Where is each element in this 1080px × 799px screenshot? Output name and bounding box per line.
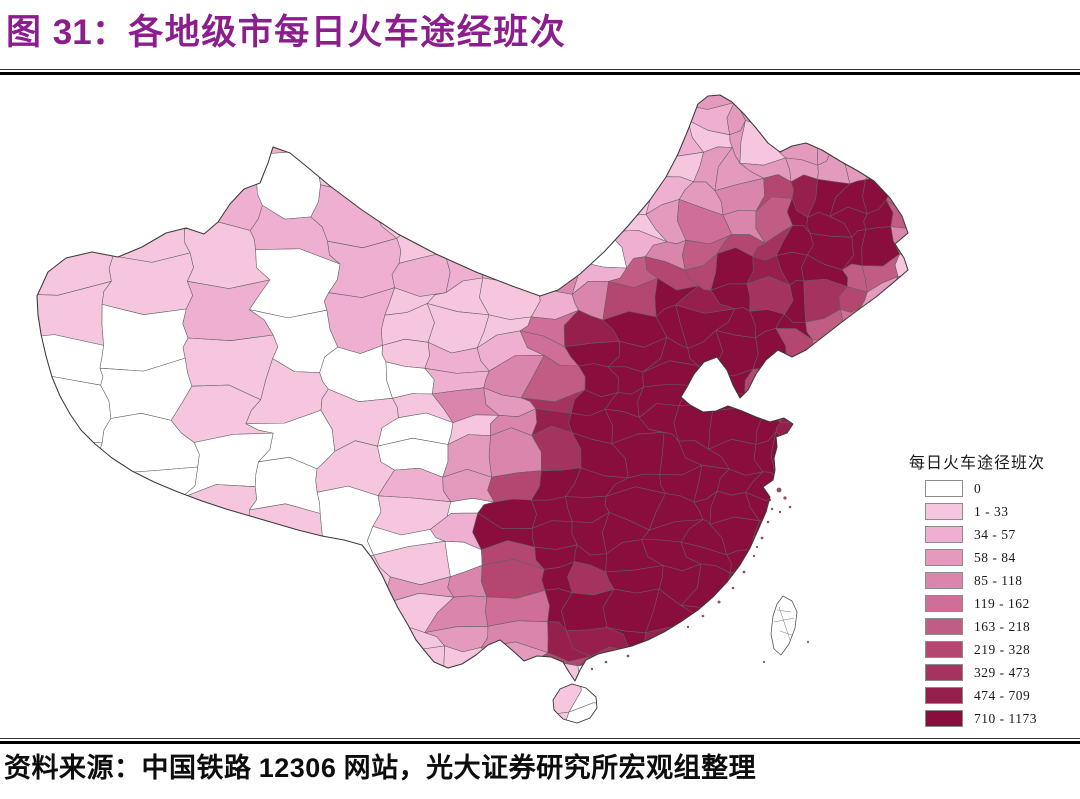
legend-range-label: 474 - 709 (974, 687, 1031, 703)
top-divider-thick (0, 72, 1080, 75)
legend-item: 474 - 709 (903, 687, 1075, 704)
legend-range-label: 219 - 328 (974, 641, 1031, 657)
source-number: 12306 (258, 753, 337, 783)
bottom-divider-thin (0, 738, 1080, 739)
legend-item: 710 - 1173 (903, 710, 1075, 727)
bottom-divider-thick (0, 741, 1080, 744)
legend-item: 119 - 162 (903, 595, 1075, 612)
legend-rows: 0 1 - 33 34 - 57 58 - 84 85 - 118 119 - 162 16… (903, 480, 1075, 727)
legend-range-label: 163 - 218 (974, 618, 1031, 634)
legend-item: 163 - 218 (903, 618, 1075, 635)
legend-range-label: 119 - 162 (974, 595, 1030, 611)
source-note: 资料来源：中国铁路 12306 网站，光大证券研究所宏观组整理 (4, 746, 1076, 785)
legend-item: 1 - 33 (903, 503, 1075, 520)
legend-color-swatch (925, 687, 963, 704)
legend-item: 329 - 473 (903, 664, 1075, 681)
legend-range-label: 710 - 1173 (974, 710, 1037, 726)
legend-item: 85 - 118 (903, 572, 1075, 589)
legend-color-swatch (925, 549, 963, 566)
legend-color-swatch (925, 710, 963, 727)
source-prefix: 资料来源：中国铁路 (4, 753, 259, 783)
legend-item: 219 - 328 (903, 641, 1075, 658)
legend-range-label: 85 - 118 (974, 572, 1023, 588)
legend-color-swatch (925, 595, 963, 612)
legend-range-label: 34 - 57 (974, 526, 1016, 542)
legend-color-swatch (925, 503, 963, 520)
legend-item: 58 - 84 (903, 549, 1075, 566)
legend-item: 0 (903, 480, 1075, 497)
source-suffix: 网站，光大证券研究所宏观组整理 (336, 753, 757, 783)
map-legend: 每日火车途径班次 0 1 - 33 34 - 57 58 - 84 85 - 118 11… (903, 449, 1075, 733)
figure-title-text: ：各地级市每日火车途经班次 (91, 13, 567, 52)
legend-item: 34 - 57 (903, 526, 1075, 543)
legend-color-swatch (925, 572, 963, 589)
legend-color-swatch (925, 664, 963, 681)
legend-color-swatch (925, 618, 963, 635)
legend-range-label: 0 (974, 480, 982, 496)
legend-range-label: 1 - 33 (974, 503, 1009, 519)
legend-color-swatch (925, 526, 963, 543)
top-divider-thin (0, 69, 1080, 70)
figure-number: 31 (52, 13, 92, 52)
figure-title-prefix: 图 (6, 13, 53, 52)
legend-color-swatch (925, 641, 963, 658)
legend-color-swatch (925, 480, 963, 497)
legend-range-label: 329 - 473 (974, 664, 1031, 680)
legend-range-label: 58 - 84 (974, 549, 1016, 565)
legend-title: 每日火车途径班次 (909, 455, 1046, 472)
figure-title: 图 31：各地级市每日火车途经班次 (6, 4, 906, 55)
